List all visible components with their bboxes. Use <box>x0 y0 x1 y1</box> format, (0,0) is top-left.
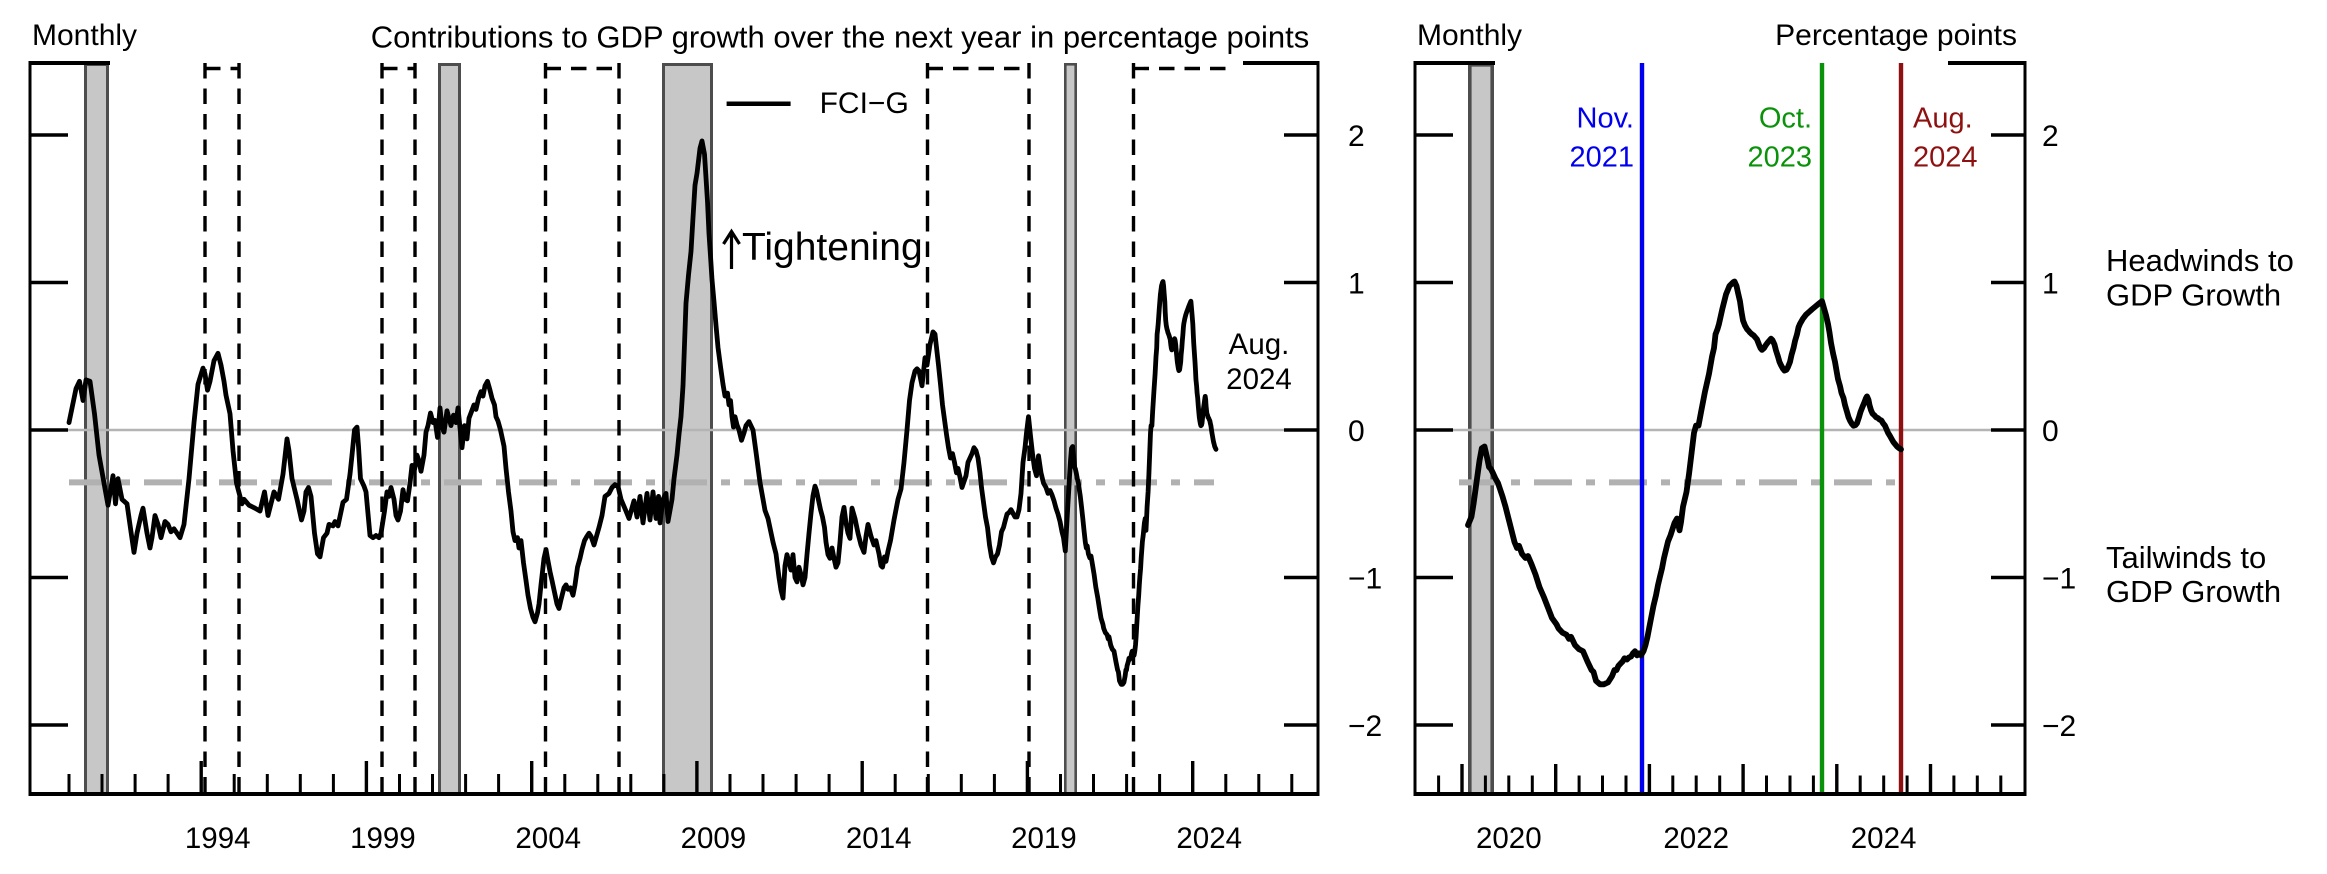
svg-text:Tailwinds to: Tailwinds to <box>2106 540 2266 575</box>
svg-text:1: 1 <box>1348 268 1365 301</box>
svg-text:2024: 2024 <box>1226 363 1292 396</box>
svg-text:2020: 2020 <box>1476 822 1542 855</box>
svg-text:0: 0 <box>1348 415 1365 448</box>
svg-text:−2: −2 <box>1348 710 1382 743</box>
svg-text:1994: 1994 <box>185 822 251 855</box>
svg-text:2024: 2024 <box>1913 142 1978 174</box>
svg-text:1: 1 <box>2042 268 2059 301</box>
svg-text:Contributions to GDP growth ov: Contributions to GDP growth over the nex… <box>371 20 1310 55</box>
svg-text:GDP Growth: GDP Growth <box>2106 574 2281 609</box>
svg-text:FCI−G: FCI−G <box>820 87 909 120</box>
svg-text:2024: 2024 <box>1176 822 1242 855</box>
svg-text:2024: 2024 <box>1851 822 1917 855</box>
svg-text:Monthly: Monthly <box>32 19 137 52</box>
svg-text:2: 2 <box>2042 120 2059 153</box>
svg-text:−1: −1 <box>1348 563 1382 596</box>
svg-text:−1: −1 <box>2042 563 2076 596</box>
svg-text:2021: 2021 <box>1569 142 1634 174</box>
svg-text:Headwinds to: Headwinds to <box>2106 243 2294 278</box>
svg-text:2019: 2019 <box>1011 822 1077 855</box>
svg-text:1999: 1999 <box>350 822 416 855</box>
svg-text:2004: 2004 <box>515 822 581 855</box>
svg-text:Oct.: Oct. <box>1759 103 1812 135</box>
svg-text:2009: 2009 <box>681 822 747 855</box>
svg-text:−2: −2 <box>2042 710 2076 743</box>
svg-text:2: 2 <box>1348 120 1365 153</box>
svg-text:Percentage points: Percentage points <box>1775 19 2017 52</box>
svg-text:Aug.: Aug. <box>1913 103 1973 135</box>
svg-text:Monthly: Monthly <box>1417 19 1522 52</box>
svg-text:Tightening: Tightening <box>742 226 923 269</box>
svg-text:Aug.: Aug. <box>1229 328 1290 361</box>
svg-text:2023: 2023 <box>1747 142 1812 174</box>
svg-text:0: 0 <box>2042 415 2059 448</box>
svg-text:GDP Growth: GDP Growth <box>2106 278 2281 313</box>
svg-text:Nov.: Nov. <box>1577 103 1634 135</box>
svg-text:2022: 2022 <box>1663 822 1729 855</box>
svg-text:2014: 2014 <box>846 822 912 855</box>
